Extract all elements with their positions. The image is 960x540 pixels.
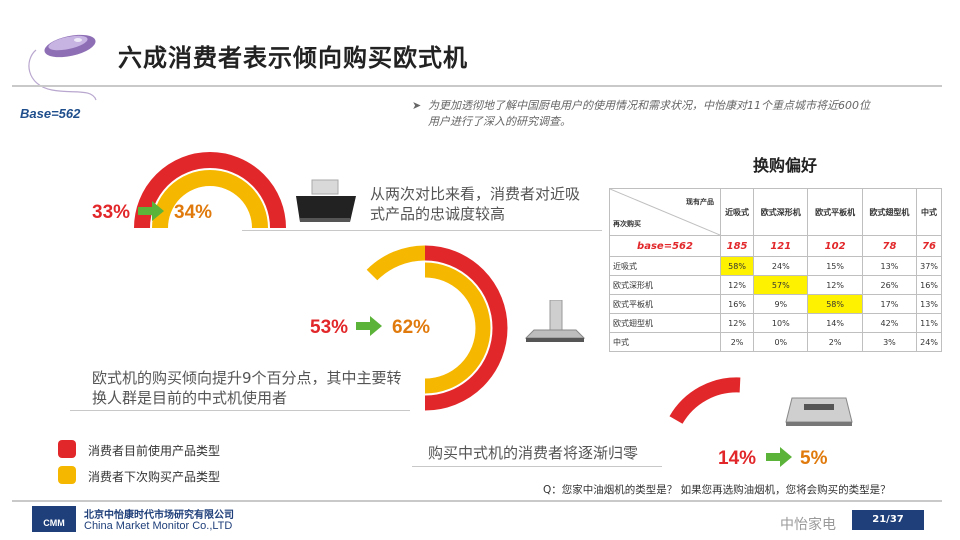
table-cell: 13%: [861, 256, 918, 276]
table-cell: 2%: [719, 332, 755, 352]
row-label: 中式: [609, 332, 721, 352]
pct-chinese-current: 14%: [718, 448, 757, 469]
table-cell: 2%: [807, 332, 863, 352]
table-corner: 现有产品 再次购买: [609, 188, 721, 236]
table-cell: 15%: [807, 256, 863, 276]
table-row: 欧式翅型机 12% 10% 14% 42% 11%: [609, 313, 942, 333]
table-row: 欧式深形机 12% 57% 12% 26% 16%: [609, 275, 942, 295]
note-near-suction: 从两次对比来看，消费者对近吸式产品的忠诚度较高: [370, 185, 581, 223]
pct-european-current: 53%: [310, 317, 349, 338]
intro-text: ➤ 为更加透彻地了解中国厨电用户的使用情况和需求状况，中怡康对11个重点城市将近…: [412, 98, 872, 130]
table-cell: 17%: [861, 294, 918, 314]
arc-european-current-top: [366, 245, 426, 281]
mouse-icon: [28, 34, 97, 101]
arc-european-current: [424, 245, 508, 411]
table-cell: 76: [916, 235, 942, 257]
pct-near-suction-current: 33%: [92, 202, 131, 223]
table-cell: 11%: [916, 313, 942, 333]
table-cell: 12%: [719, 275, 755, 295]
company-name-cn: 北京中怡康时代市场研究有限公司: [84, 510, 234, 521]
table-cell: 185: [719, 235, 755, 257]
base-label: Base=562: [20, 106, 81, 121]
column-header: 欧式翅型机: [861, 188, 918, 236]
table-cell: 16%: [719, 294, 755, 314]
logo-text: CMM: [43, 518, 65, 528]
legend-swatch-next: [58, 466, 76, 484]
legend-label-next: 消费者下次购买产品类型: [88, 470, 221, 484]
legend-label-current: 消费者目前使用产品类型: [88, 444, 221, 458]
table-cell: 12%: [719, 313, 755, 333]
legend-swatch-current: [58, 440, 76, 458]
arrow-right-icon: [138, 201, 164, 221]
chinese-hood-image: [785, 397, 853, 426]
column-header: 中式: [916, 188, 942, 236]
row-label: 欧式平板机: [609, 294, 721, 314]
cmm-logo: CMM: [32, 506, 76, 532]
arc-chinese-current: [669, 377, 741, 424]
table-cell: 14%: [807, 313, 863, 333]
table-body: 近吸式 58% 24% 15% 13% 37% 欧式深形机 12% 57% 12% 26% 16% 欧式…: [609, 256, 942, 352]
table-cell: 78: [861, 235, 918, 257]
slide-title: 六成消费者表示倾向购买欧式机: [118, 44, 468, 72]
table-cell: 58%: [719, 256, 755, 276]
note-chinese: 购买中式机的消费者将逐渐归零: [428, 444, 639, 462]
note-divider: [242, 230, 602, 231]
table-row: 近吸式 58% 24% 15% 13% 37%: [609, 256, 942, 276]
european-hood-image: [524, 300, 586, 342]
arc-european-next: [424, 262, 491, 394]
table-cell: 24%: [916, 332, 942, 352]
switch-preference-table: 现有产品 再次购买 近吸式 欧式深形机 欧式平板机 欧式翅型机 中式 base=…: [609, 188, 942, 352]
note-divider: [70, 410, 410, 411]
table-cell: 37%: [916, 256, 942, 276]
column-header: 欧式深形机: [753, 188, 809, 236]
table-cell: 42%: [861, 313, 918, 333]
table-cell: 102: [807, 235, 863, 257]
pct-near-suction-next: 34%: [174, 202, 213, 223]
table-cell: 9%: [753, 294, 809, 314]
column-header: 欧式平板机: [807, 188, 863, 236]
row-label: 欧式翅型机: [609, 313, 721, 333]
page-number: 21/37: [852, 510, 924, 530]
row-label: 近吸式: [609, 256, 721, 276]
table-row: 欧式平板机 16% 9% 58% 17% 13%: [609, 294, 942, 314]
table-cell: 13%: [916, 294, 942, 314]
survey-question: Q：您家中油烟机的类型是？ 如果您再选购油烟机，您将会购买的类型是？: [543, 484, 891, 496]
base-row-label: base=562: [609, 235, 721, 257]
table-row: 中式 2% 0% 2% 3% 24%: [609, 332, 942, 352]
table-cell: 58%: [807, 294, 863, 314]
title-divider: [12, 85, 942, 87]
table-header-row: 现有产品 再次购买 近吸式 欧式深形机 欧式平板机 欧式翅型机 中式: [609, 188, 942, 236]
arrow-right-icon: [766, 447, 792, 467]
table-cell: 10%: [753, 313, 809, 333]
near-suction-hood-image: [296, 179, 356, 222]
company-name-en: China Market Monitor Co.,LTD: [84, 520, 233, 532]
footer-divider: [12, 500, 942, 502]
watermark-text: 中怡家电: [780, 517, 836, 533]
note-divider: [412, 466, 662, 467]
intro-body: 为更加透彻地了解中国厨电用户的使用情况和需求状况，中怡康对11个重点城市将近60…: [428, 99, 870, 128]
chevron-right-icon: ➤: [412, 99, 422, 112]
pct-european-next: 62%: [392, 317, 431, 338]
table-cell: 16%: [916, 275, 942, 295]
row-label: 欧式深形机: [609, 275, 721, 295]
table-cell: 3%: [861, 332, 918, 352]
table-cell: 0%: [753, 332, 809, 352]
corner-bottom-label: 再次购买: [613, 220, 641, 228]
table-cell: 26%: [861, 275, 918, 295]
arrow-right-icon: [356, 316, 382, 336]
table-cell: 12%: [807, 275, 863, 295]
table-cell: 24%: [753, 256, 809, 276]
corner-top-label: 现有产品: [686, 198, 714, 206]
table-cell: 57%: [753, 275, 809, 295]
column-header: 近吸式: [719, 188, 755, 236]
table-cell: 121: [753, 235, 809, 257]
pct-chinese-next: 5%: [800, 448, 828, 469]
note-european: 欧式机的购买倾向提升9个百分点，其中主要转换人群是目前的中式机使用者: [92, 369, 402, 407]
table-title: 换购偏好: [753, 156, 818, 175]
table-base-row: base=562 185 121 102 78 76: [609, 235, 942, 257]
